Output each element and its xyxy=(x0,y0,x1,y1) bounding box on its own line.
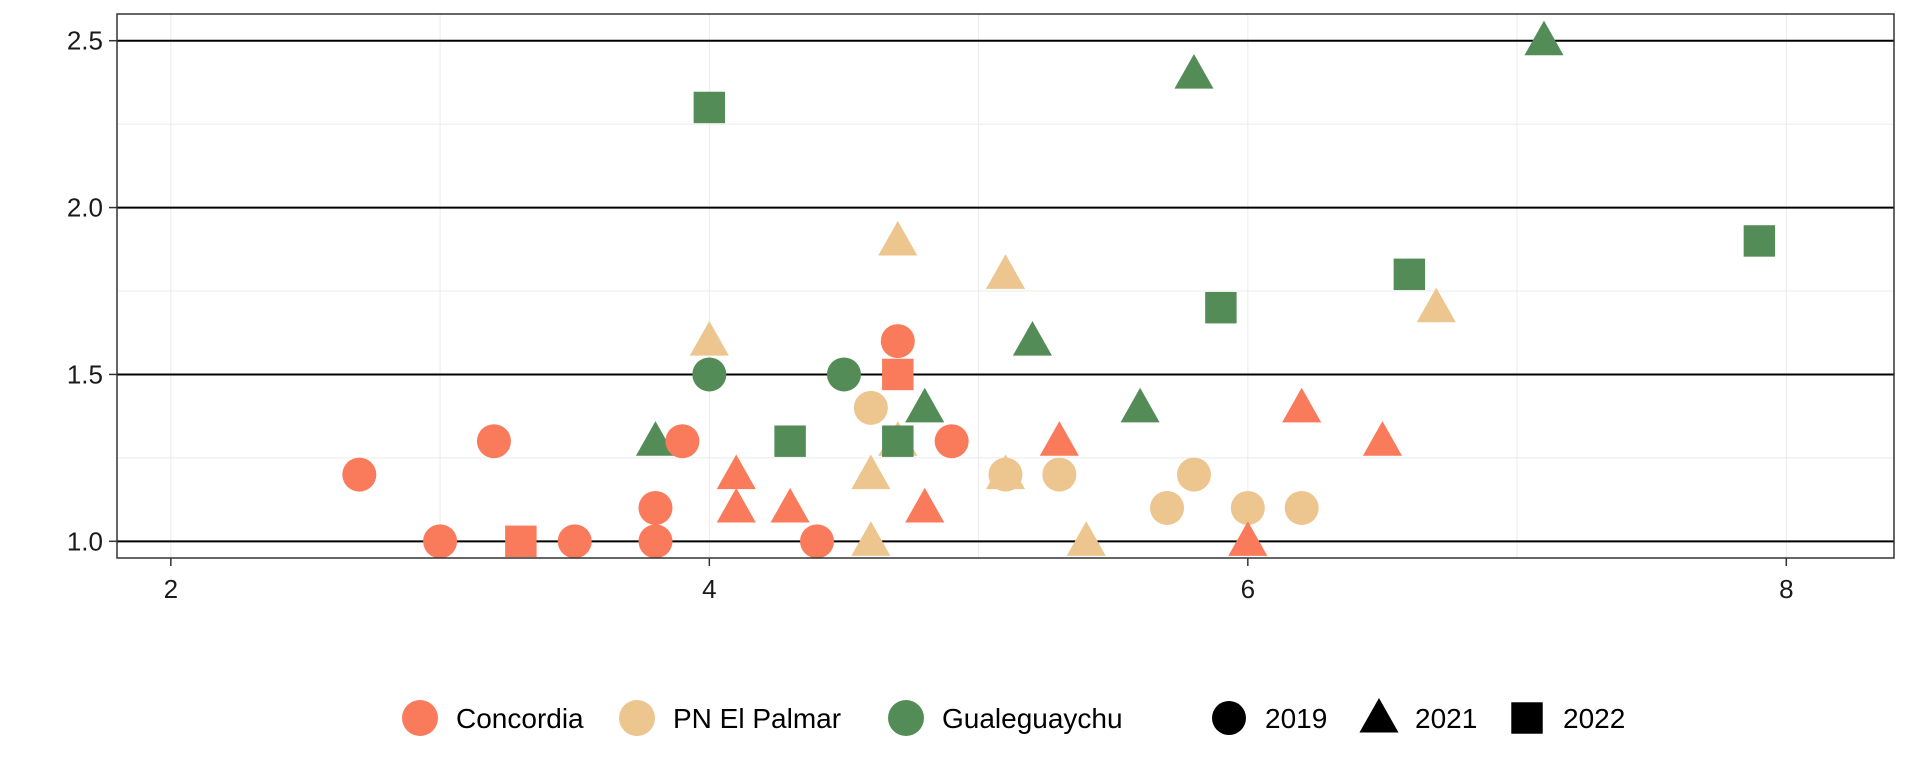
data-point xyxy=(770,487,810,523)
data-point xyxy=(476,424,511,459)
data-point xyxy=(1066,521,1106,556)
data-point xyxy=(638,524,673,559)
legend-key-year xyxy=(1511,702,1543,734)
legend-key-year xyxy=(1212,701,1246,735)
data-point xyxy=(1416,287,1456,323)
legend-label-site: PN El Palmar xyxy=(673,703,841,734)
legend-label-year: 2019 xyxy=(1265,703,1327,734)
data-point xyxy=(1230,490,1265,525)
data-point xyxy=(826,357,861,392)
legend-label-year: 2022 xyxy=(1563,703,1625,734)
legend-key-site xyxy=(888,700,924,736)
data-point xyxy=(851,521,891,556)
axis-layer: 1.0 1.5 2.0 2.5 2 4 6 8 xyxy=(67,26,1794,604)
data-point xyxy=(557,524,592,559)
data-point xyxy=(985,454,1026,490)
legend-key-site xyxy=(402,700,438,736)
x-tick-label: 4 xyxy=(702,574,716,604)
legend-label-site: Gualeguaychu xyxy=(942,703,1123,734)
data-point xyxy=(985,254,1026,289)
legend-key-year xyxy=(1359,697,1399,733)
data-point xyxy=(716,454,756,490)
data-point xyxy=(693,91,726,124)
x-tick-label: 6 xyxy=(1241,574,1255,604)
data-point xyxy=(638,490,673,525)
y-tick-label: 2.0 xyxy=(67,193,103,223)
data-point xyxy=(716,487,756,523)
data-point xyxy=(342,457,377,492)
points-layer xyxy=(342,20,1776,559)
data-point xyxy=(1150,490,1185,525)
data-point xyxy=(905,387,945,423)
y-tick-label: 1.5 xyxy=(67,359,103,389)
data-point xyxy=(1012,321,1052,356)
data-point xyxy=(423,524,458,559)
data-point xyxy=(1393,258,1426,291)
data-point xyxy=(882,425,914,457)
data-point xyxy=(505,525,537,558)
data-point xyxy=(1174,54,1214,89)
data-point xyxy=(1176,457,1211,492)
x-tick-label: 8 xyxy=(1779,574,1793,604)
y-tick-label: 1.0 xyxy=(67,526,103,556)
data-point xyxy=(774,425,806,457)
data-point xyxy=(1362,421,1402,456)
data-point xyxy=(1205,291,1237,324)
data-point xyxy=(1282,387,1322,423)
data-point xyxy=(800,524,835,559)
legend: Concordia PN El Palmar Gualeguaychu 2019 202… xyxy=(402,697,1625,736)
data-point xyxy=(882,358,914,391)
legend-label-year: 2021 xyxy=(1415,703,1477,734)
data-point xyxy=(1524,20,1564,56)
data-point xyxy=(851,454,891,490)
data-point xyxy=(1039,421,1079,456)
data-point xyxy=(1284,490,1319,525)
data-point xyxy=(1228,521,1268,556)
legend-key-site xyxy=(619,700,655,736)
data-point xyxy=(880,324,915,359)
data-point xyxy=(853,390,888,425)
plot-frame xyxy=(116,13,1895,559)
data-point xyxy=(934,424,969,459)
data-point xyxy=(1120,387,1160,423)
data-point xyxy=(635,421,676,456)
legend-label-site: Concordia xyxy=(456,703,584,734)
x-tick-label: 2 xyxy=(164,574,178,604)
y-tick-label: 2.5 xyxy=(67,26,103,56)
data-point xyxy=(1042,457,1077,492)
data-point xyxy=(665,424,700,459)
data-point xyxy=(878,220,918,256)
data-point xyxy=(689,321,729,356)
data-point xyxy=(905,487,945,523)
data-point xyxy=(1743,225,1776,257)
data-point xyxy=(692,357,727,392)
